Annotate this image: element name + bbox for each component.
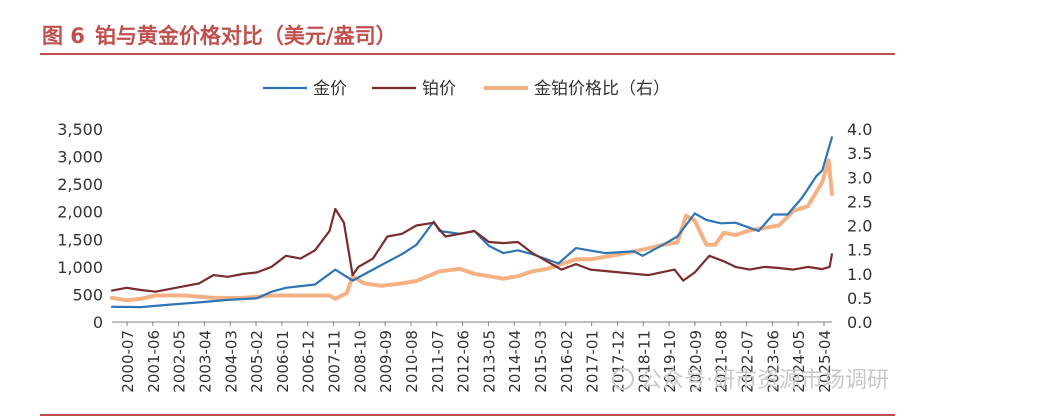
x-tick-label: 2021-08 <box>713 330 731 393</box>
right-tick-label: 2.5 <box>847 192 872 211</box>
series-line-1 <box>110 207 834 293</box>
x-axis: 2000-07 2001-06 2002-05 2003-04 2004-03 2005-… <box>112 321 834 393</box>
x-tick-label: 2009-09 <box>377 330 395 393</box>
left-tick-label: 3,500 <box>57 120 103 139</box>
x-tick-label: 2012-06 <box>455 330 473 393</box>
x-tick-label: 2018-11 <box>635 330 653 393</box>
series-line-2 <box>110 158 834 303</box>
wechat-icon <box>612 368 634 390</box>
right-tick-label: 0.0 <box>847 313 872 332</box>
x-tick-label: 2006-12 <box>300 330 318 393</box>
x-tick-label: 2017-01 <box>584 330 602 393</box>
x-tick-label: 2022-07 <box>739 330 757 393</box>
right-tick-label: 0.5 <box>847 289 872 308</box>
x-tick-label: 2008-10 <box>351 330 369 393</box>
x-tick-label: 2013-05 <box>480 330 498 393</box>
x-tick-label: 2002-05 <box>171 330 189 393</box>
left-tick-label: 3,000 <box>57 148 103 167</box>
x-tick-label: 2004-03 <box>222 330 240 393</box>
chart-legend: 金价 铂价 金铂价格比（右） <box>263 79 670 99</box>
figure-title-text: 铂与黄金价格对比（美元/盎司） <box>94 24 397 48</box>
right-tick-label: 3.0 <box>847 168 872 187</box>
series-layer <box>110 136 834 309</box>
x-tick-label: 2011-07 <box>429 330 447 393</box>
right-tick-label: 4.0 <box>847 120 872 139</box>
left-y-axis: 0 500 1,000 1,500 2,000 2,500 3,000 3,500 <box>57 120 103 332</box>
x-tick-label: 2020-09 <box>687 330 705 393</box>
x-tick-label: 2003-04 <box>196 330 214 393</box>
x-tick-label: 2025-04 <box>816 330 834 393</box>
x-tick-label: 2019-10 <box>661 330 679 393</box>
watermark: 公众号·研市资源市场调研 <box>612 362 889 394</box>
x-tick-label: 2010-08 <box>403 330 421 393</box>
left-tick-label: 2,000 <box>57 203 103 222</box>
series-line-0 <box>110 136 834 309</box>
x-tick-label: 2001-06 <box>145 330 163 393</box>
x-tick-label: 2016-02 <box>558 330 576 393</box>
right-tick-label: 2.0 <box>847 217 872 236</box>
x-tick-label: 2005-02 <box>248 330 266 393</box>
x-tick-label: 2006-01 <box>274 330 292 393</box>
left-tick-label: 0 <box>93 313 103 332</box>
x-tick-label: 2024-05 <box>790 330 808 393</box>
x-tick-label: 2007-11 <box>326 330 344 393</box>
watermark-text: 公众号·研市资源市场调研 <box>640 368 889 393</box>
title-divider <box>40 53 895 55</box>
x-tick-label: 2000-07 <box>119 330 137 393</box>
x-tick-label: 2015-03 <box>532 330 550 393</box>
right-tick-label: 1.5 <box>847 241 872 260</box>
right-tick-label: 3.5 <box>847 144 872 163</box>
figure-title: 图 6 铂与黄金价格对比（美元/盎司） <box>42 20 397 50</box>
x-tick-label: 2023-06 <box>764 330 782 393</box>
legend-label-1: 铂价 <box>422 79 456 99</box>
legend-label-0: 金价 <box>313 79 347 99</box>
right-y-axis: 0.0 0.5 1.0 1.5 2.0 2.5 3.0 3.5 4.0 <box>847 120 872 332</box>
left-tick-label: 2,500 <box>57 175 103 194</box>
legend-label-2: 金铂价格比（右） <box>534 79 670 99</box>
bottom-divider <box>40 414 895 416</box>
left-tick-label: 500 <box>72 285 103 304</box>
figure-number: 图 6 <box>42 24 85 48</box>
left-tick-label: 1,500 <box>57 230 103 249</box>
left-tick-label: 1,000 <box>57 258 103 277</box>
x-tick-label: 2014-04 <box>506 330 524 393</box>
right-tick-label: 1.0 <box>847 265 872 284</box>
